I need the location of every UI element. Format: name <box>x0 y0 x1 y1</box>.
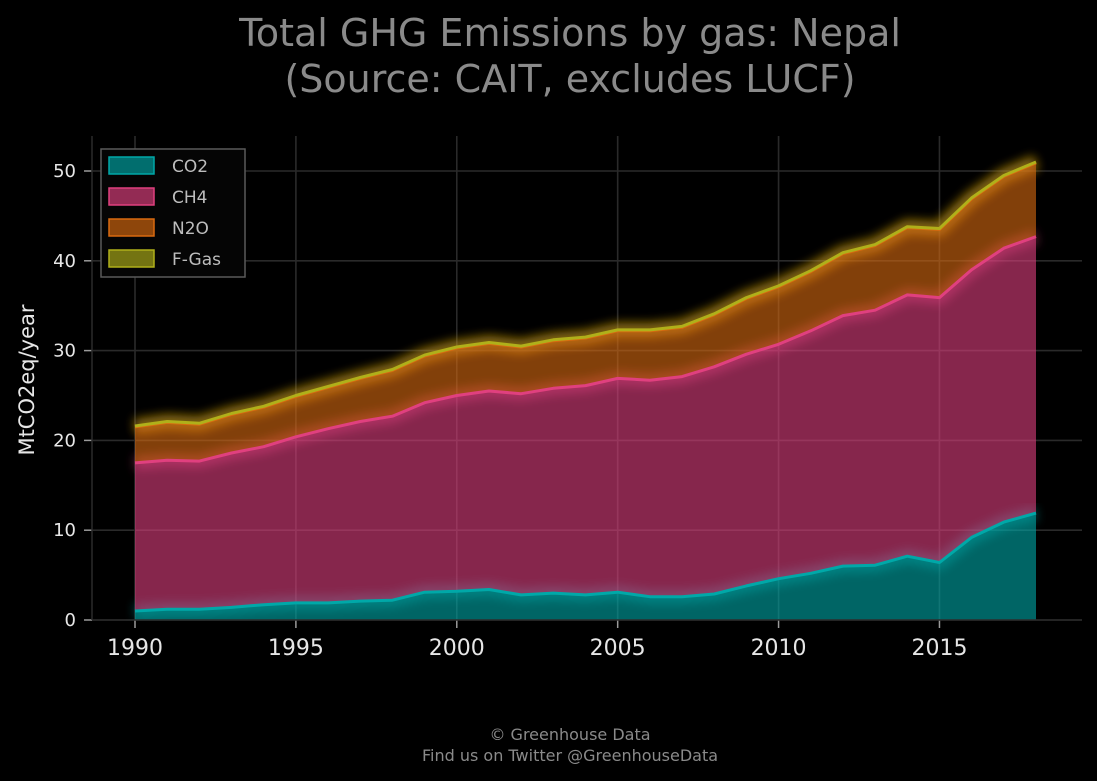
y-tick-label: 0 <box>65 610 76 631</box>
y-tick-label: 30 <box>53 341 76 362</box>
y-axis-label: MtCO2eq/year <box>15 304 39 455</box>
y-tick-label: 20 <box>53 430 76 451</box>
chart-title: Total GHG Emissions by gas: Nepal <box>238 11 901 55</box>
y-tick-label: 50 <box>53 161 76 182</box>
x-tick-label: 2010 <box>751 636 807 661</box>
area-layer <box>135 162 1036 620</box>
legend-swatch-f-gas <box>108 249 155 268</box>
chart-subtitle: (Source: CAIT, excludes LUCF) <box>284 57 855 101</box>
x-tick-label: 1995 <box>268 636 324 661</box>
legend-label-f-gas: F-Gas <box>172 250 221 270</box>
legend: CO2 CH4 N2O F-Gas <box>100 148 246 278</box>
area-ch4 <box>135 236 1036 611</box>
x-tick-label: 2015 <box>911 636 967 661</box>
y-tick-label: 40 <box>53 251 76 272</box>
legend-label-ch4: CH4 <box>172 188 207 208</box>
legend-swatch-n2o <box>108 218 155 237</box>
legend-swatch-ch4 <box>108 187 155 206</box>
footer-twitter: Find us on Twitter @GreenhouseData <box>422 746 718 765</box>
x-tick-label: 1990 <box>107 636 163 661</box>
legend-label-n2o: N2O <box>172 219 209 239</box>
line-co2 <box>134 511 1037 613</box>
line-layer <box>134 160 1037 613</box>
y-tick-label: 10 <box>53 520 76 541</box>
legend-swatch-co2 <box>108 156 155 175</box>
area-co2 <box>135 513 1036 620</box>
axes: 0 10 20 30 40 50 1990 1995 2000 2005 2010 2015 <box>53 136 1082 661</box>
area-n2o <box>135 162 1036 463</box>
x-tick-label: 2005 <box>590 636 646 661</box>
footer-copyright: © Greenhouse Data <box>489 725 650 744</box>
x-tick-label: 2000 <box>429 636 485 661</box>
legend-label-co2: CO2 <box>172 157 208 177</box>
line-ch4 <box>134 235 1037 465</box>
line-f-gas <box>134 160 1037 428</box>
